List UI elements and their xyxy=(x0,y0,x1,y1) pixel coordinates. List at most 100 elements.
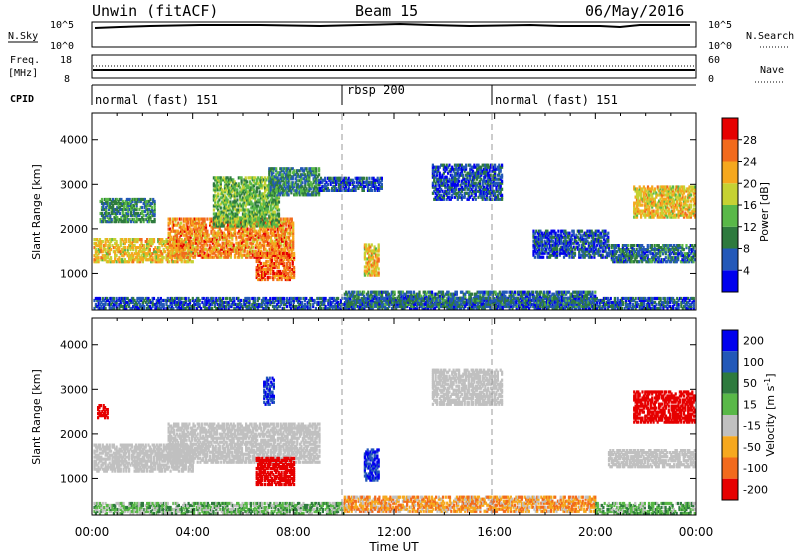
data-cell xyxy=(258,186,261,190)
data-cell xyxy=(304,185,307,189)
data-cell xyxy=(290,275,293,280)
data-cell xyxy=(635,248,638,252)
data-cell xyxy=(115,240,118,244)
data-cell xyxy=(538,241,541,245)
data-cell xyxy=(306,191,310,195)
data-cell xyxy=(576,241,579,245)
data-cell xyxy=(469,189,472,193)
data-cell xyxy=(287,265,290,270)
data-cell xyxy=(249,231,252,235)
data-cell xyxy=(229,233,232,237)
data-cell xyxy=(433,173,436,177)
data-cell xyxy=(623,254,626,258)
data-cell xyxy=(371,184,374,188)
data-cell xyxy=(129,254,132,258)
data-cell xyxy=(291,259,294,264)
data-cell xyxy=(210,251,213,255)
data-cell xyxy=(249,247,252,251)
data-cell xyxy=(110,256,113,260)
data-cell xyxy=(590,255,593,259)
data-cell xyxy=(221,237,224,241)
data-cell xyxy=(601,245,604,249)
data-cell xyxy=(279,191,282,195)
data-cell xyxy=(193,235,196,239)
data-cell xyxy=(225,176,228,180)
data-cell xyxy=(489,193,493,197)
data-cell xyxy=(266,253,269,257)
data-cell xyxy=(139,246,142,250)
data-cell xyxy=(255,267,258,272)
data-cell xyxy=(207,233,210,237)
data-cell xyxy=(600,239,603,243)
data-cell xyxy=(459,171,462,175)
data-cell xyxy=(177,255,180,259)
data-cell xyxy=(200,247,203,251)
data-cell xyxy=(265,194,268,198)
data-cell xyxy=(262,251,265,255)
data-cell xyxy=(243,220,246,224)
data-cell xyxy=(251,218,254,222)
data-cell xyxy=(117,203,120,208)
data-cell xyxy=(279,259,282,264)
data-cell xyxy=(501,187,504,191)
data-cell xyxy=(349,180,352,184)
data-cell xyxy=(499,181,502,185)
data-cell xyxy=(222,190,225,194)
data-cell xyxy=(272,273,275,278)
data-cell xyxy=(598,235,602,239)
date-title: 06/May/2016 xyxy=(585,2,684,20)
data-cell xyxy=(572,251,575,255)
data-cell xyxy=(105,211,108,216)
data-cell xyxy=(273,191,276,195)
data-cell xyxy=(471,171,475,175)
data-cell xyxy=(189,235,192,239)
data-cell xyxy=(677,248,680,252)
data-cell xyxy=(308,187,311,191)
data-cell xyxy=(227,225,230,229)
data-cell xyxy=(434,191,437,195)
data-cell xyxy=(240,253,244,257)
data-cell xyxy=(232,227,235,231)
data-cell xyxy=(266,208,269,212)
data-cell xyxy=(268,222,271,226)
data-cell xyxy=(228,180,231,184)
data-cell xyxy=(495,185,498,189)
data-cell xyxy=(189,247,192,251)
data-cell xyxy=(308,179,311,183)
data-cell xyxy=(471,183,475,187)
data-cell xyxy=(257,218,260,222)
data-cell xyxy=(264,247,267,251)
data-cell xyxy=(488,179,491,183)
data-cell xyxy=(260,243,263,247)
data-cell xyxy=(466,191,469,195)
data-cell xyxy=(431,173,434,177)
data-cell xyxy=(318,188,321,192)
data-cell xyxy=(237,184,240,188)
data-cell xyxy=(174,229,177,233)
data-cell xyxy=(535,243,538,247)
data-cell xyxy=(549,239,552,243)
data-cell xyxy=(243,188,246,192)
data-cell xyxy=(181,245,184,249)
data-cell xyxy=(214,202,217,206)
data-cell xyxy=(657,252,660,256)
data-cell xyxy=(104,238,107,242)
data-cell xyxy=(206,255,209,259)
data-cell xyxy=(265,235,268,239)
data-cell xyxy=(150,252,153,256)
data-cell xyxy=(123,203,126,208)
data-cell xyxy=(484,165,487,169)
data-cell xyxy=(229,218,232,222)
data-cell xyxy=(631,256,634,260)
data-cell xyxy=(268,275,271,280)
data-cell xyxy=(560,241,563,245)
data-cell xyxy=(255,204,258,208)
data-cell xyxy=(203,233,206,237)
data-cell xyxy=(239,239,242,243)
data-cell xyxy=(214,237,217,241)
data-cell xyxy=(158,260,161,264)
data-cell xyxy=(631,244,634,248)
data-cell xyxy=(192,223,195,227)
data-cell xyxy=(96,238,99,242)
data-cell xyxy=(286,177,289,181)
